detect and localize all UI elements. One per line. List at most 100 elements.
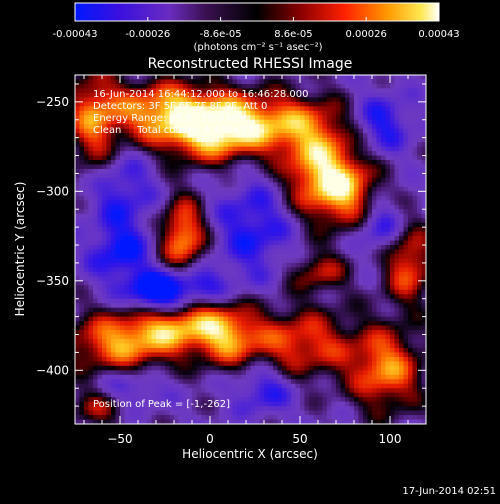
heatmap-cell xyxy=(147,276,152,281)
heatmap-cell xyxy=(300,160,305,165)
heatmap-cell xyxy=(327,223,332,228)
heatmap-cell xyxy=(282,393,287,398)
heatmap-cell xyxy=(242,312,247,317)
heatmap-cell xyxy=(165,196,170,201)
heatmap-cell xyxy=(273,406,278,411)
heatmap-cell xyxy=(291,258,296,263)
heatmap-cell xyxy=(269,182,274,187)
heatmap-cell xyxy=(242,375,247,380)
heatmap-cell xyxy=(246,245,251,250)
heatmap-cell xyxy=(143,335,148,340)
heatmap-cell xyxy=(138,348,143,353)
heatmap-cell xyxy=(219,326,224,331)
heatmap-cell xyxy=(161,218,166,223)
heatmap-cell xyxy=(318,124,323,129)
heatmap-cell xyxy=(107,79,112,84)
heatmap-cell xyxy=(134,343,139,348)
heatmap-cell xyxy=(80,151,85,156)
heatmap-cell xyxy=(309,241,314,246)
heatmap-cell xyxy=(278,411,283,416)
heatmap-cell xyxy=(291,164,296,169)
heatmap-cell xyxy=(291,254,296,259)
heatmap-cell xyxy=(170,348,175,353)
heatmap-cell xyxy=(215,281,220,286)
heatmap-cell xyxy=(255,375,260,380)
heatmap-cell xyxy=(174,214,179,219)
heatmap-cell xyxy=(215,370,220,375)
heatmap-cell xyxy=(350,182,355,187)
heatmap-cell xyxy=(170,294,175,299)
heatmap-cell xyxy=(260,227,265,232)
heatmap-cell xyxy=(129,245,134,250)
heatmap-cell xyxy=(75,254,80,259)
heatmap-cell xyxy=(179,343,184,348)
heatmap-cell xyxy=(318,120,323,125)
heatmap-cell xyxy=(314,236,319,241)
heatmap-cell xyxy=(93,366,98,371)
heatmap-cell xyxy=(192,187,197,192)
heatmap-cell xyxy=(282,321,287,326)
heatmap-cell xyxy=(228,200,233,205)
heatmap-cell xyxy=(152,303,157,308)
heatmap-cell xyxy=(98,290,103,295)
heatmap-cell xyxy=(269,339,274,344)
heatmap-cell xyxy=(332,308,337,313)
heatmap-cell xyxy=(129,411,134,416)
heatmap-cell xyxy=(327,254,332,259)
heatmap-cell xyxy=(282,120,287,125)
heatmap-cell xyxy=(174,156,179,161)
heatmap-cell xyxy=(174,263,179,268)
heatmap-cell xyxy=(102,156,107,161)
heatmap-cell xyxy=(165,160,170,165)
heatmap-cell xyxy=(120,321,125,326)
heatmap-cell xyxy=(255,281,260,286)
heatmap-cell xyxy=(291,303,296,308)
heatmap-cell xyxy=(296,129,301,134)
heatmap-cell xyxy=(264,191,269,196)
heatmap-cell xyxy=(120,290,125,295)
heatmap-cell xyxy=(269,178,274,183)
heatmap-cell xyxy=(138,308,143,313)
heatmap-cell xyxy=(174,218,179,223)
heatmap-cell xyxy=(278,330,283,335)
heatmap-cell xyxy=(192,357,197,362)
heatmap-cell xyxy=(350,241,355,246)
heatmap-cell xyxy=(129,187,134,192)
heatmap-cell xyxy=(354,250,359,255)
heatmap-cell xyxy=(278,384,283,389)
heatmap-cell xyxy=(309,290,314,295)
heatmap-cell xyxy=(111,348,116,353)
heatmap-cell xyxy=(120,343,125,348)
heatmap-cell xyxy=(345,115,350,120)
heatmap-cell xyxy=(246,326,251,331)
heatmap-cell xyxy=(314,330,319,335)
heatmap-cell xyxy=(269,276,274,281)
heatmap-cell xyxy=(251,250,256,255)
heatmap-cell xyxy=(327,173,332,178)
heatmap-cell xyxy=(188,308,193,313)
heatmap-cell xyxy=(116,191,121,196)
heatmap-cell xyxy=(305,411,310,416)
heatmap-cell xyxy=(170,79,175,84)
heatmap-cell xyxy=(129,393,134,398)
heatmap-cell xyxy=(264,326,269,331)
heatmap-cell xyxy=(143,205,148,210)
heatmap-cell xyxy=(332,402,337,407)
heatmap-cell xyxy=(206,200,211,205)
heatmap-cell xyxy=(237,267,242,272)
heatmap-cell xyxy=(102,411,107,416)
heatmap-cell xyxy=(309,79,314,84)
heatmap-cell xyxy=(125,348,130,353)
heatmap-cell xyxy=(179,415,184,420)
heatmap-cell xyxy=(354,232,359,237)
heatmap-cell xyxy=(152,352,157,357)
heatmap-cell xyxy=(120,272,125,277)
heatmap-cell xyxy=(359,352,364,357)
heatmap-cell xyxy=(273,348,278,353)
heatmap-cell xyxy=(93,308,98,313)
heatmap-cell xyxy=(183,147,188,152)
heatmap-cell xyxy=(264,366,269,371)
heatmap-cell xyxy=(323,200,328,205)
heatmap-cell xyxy=(201,267,206,272)
heatmap-cell xyxy=(237,75,242,80)
